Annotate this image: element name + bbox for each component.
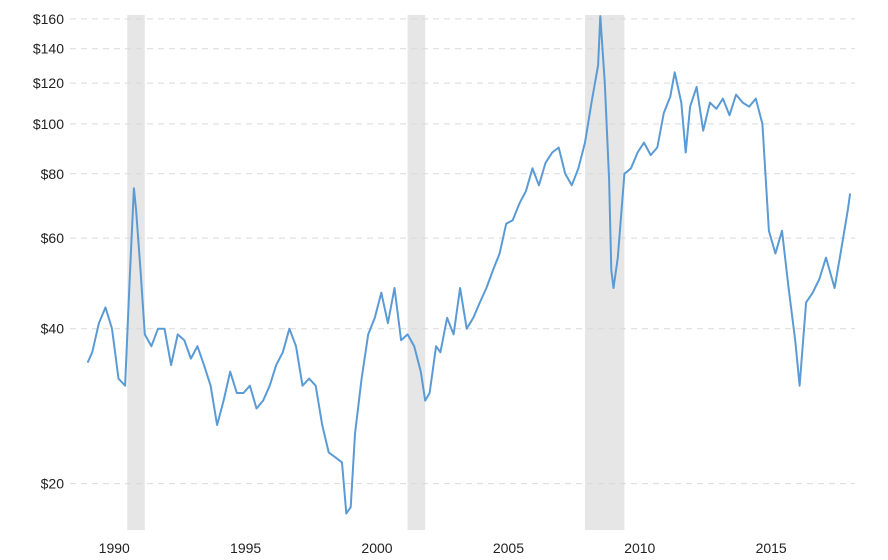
y-tick-label: $140 xyxy=(33,41,64,57)
y-tick-label: $100 xyxy=(33,116,64,132)
y-tick-label: $60 xyxy=(41,230,65,246)
x-tick-label: 1995 xyxy=(230,540,261,556)
recession-band-1 xyxy=(407,15,426,530)
y-axis-ticks: $160 $140 $120 $100 $80 $60 $40 $20 xyxy=(33,11,64,492)
y-tick-label: $20 xyxy=(41,476,65,492)
recession-band-0 xyxy=(127,15,145,530)
y-tick-label: $160 xyxy=(33,11,64,27)
series xyxy=(87,15,851,515)
series-line-0 xyxy=(87,15,851,515)
gridlines xyxy=(70,18,855,485)
x-axis-ticks: 1990 1995 2000 2005 2010 2015 xyxy=(99,540,787,556)
x-tick-label: 2010 xyxy=(624,540,655,556)
y-tick-label: $80 xyxy=(41,166,65,182)
recession-bands xyxy=(127,15,625,530)
y-tick-label: $120 xyxy=(33,75,64,91)
x-tick-label: 2015 xyxy=(756,540,787,556)
x-tick-label: 2000 xyxy=(361,540,392,556)
x-tick-label: 2005 xyxy=(493,540,524,556)
x-tick-label: 1990 xyxy=(99,540,130,556)
y-tick-label: $40 xyxy=(41,321,65,337)
